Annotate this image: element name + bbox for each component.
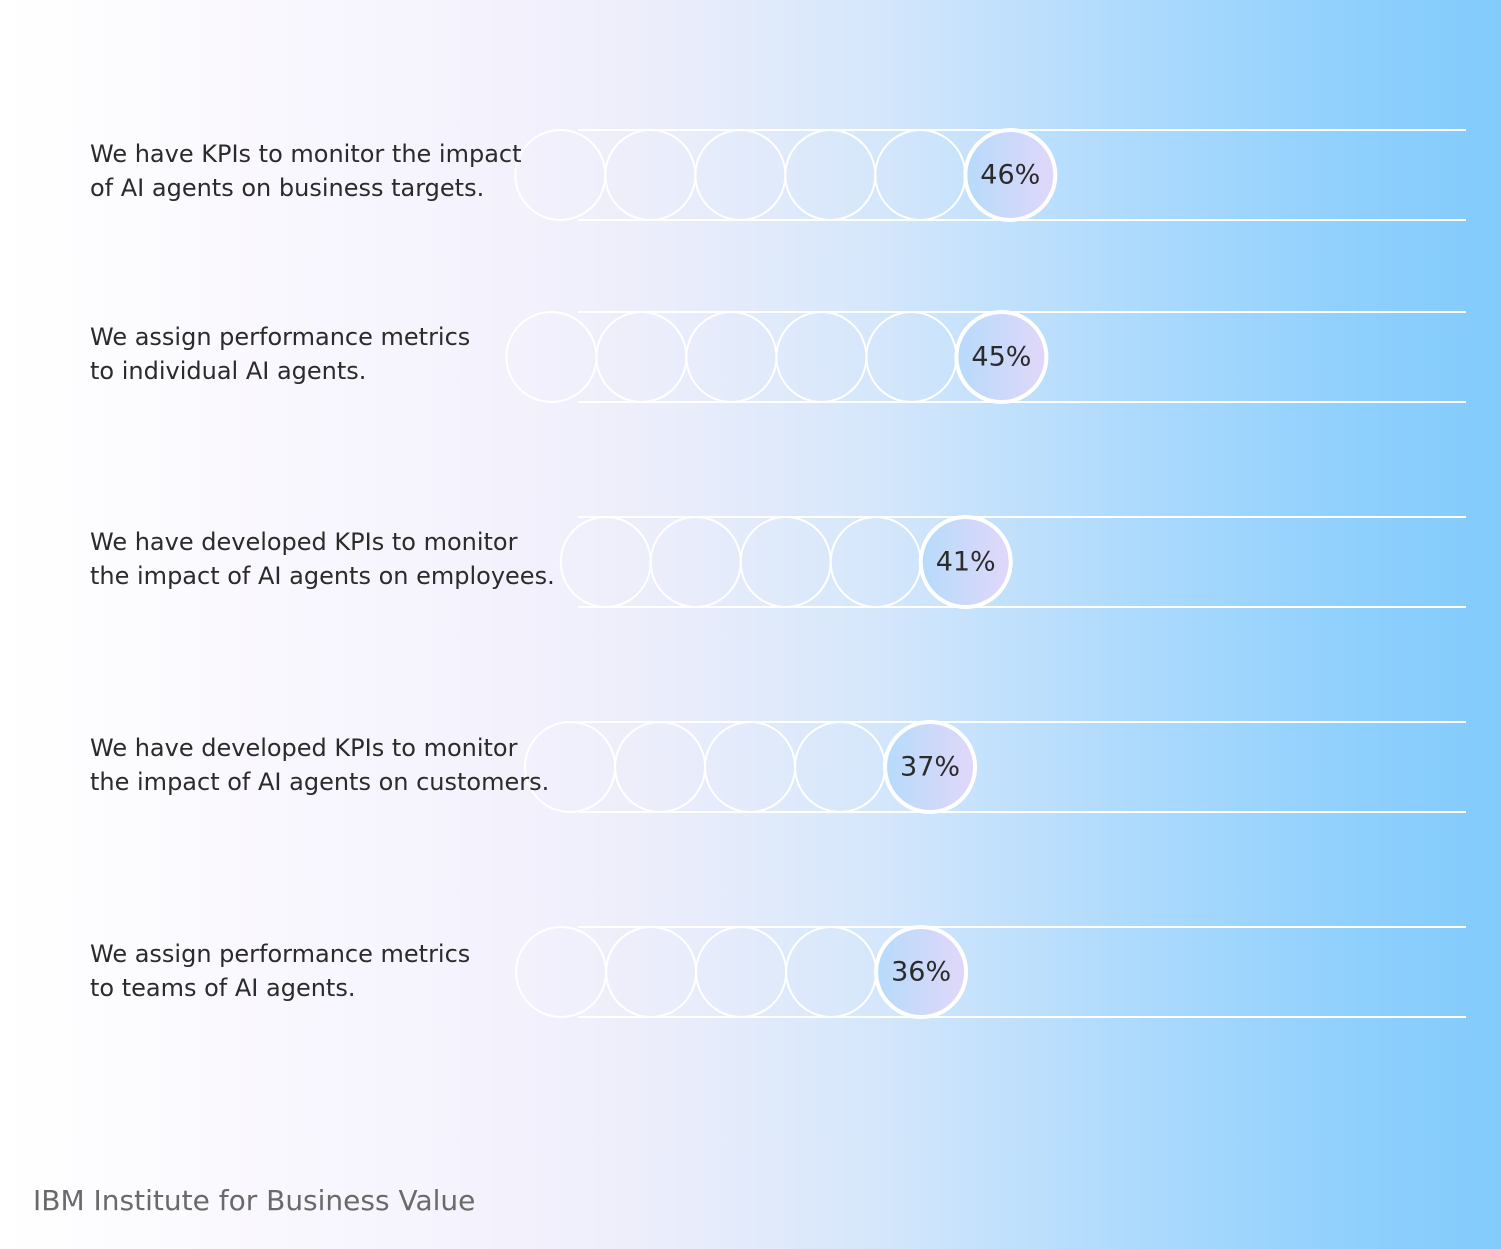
bar-value-circle [963,128,1058,222]
bar-value-label: 41% [936,547,996,578]
row-label-individual-agents: We assign performance metrics to individ… [90,323,471,385]
bar-segment-circle [694,129,787,221]
bar-row-1: 46% [514,128,1466,222]
bar-segment-circle [649,516,742,608]
bar-segment-circle [595,311,688,403]
row-label-employees: We have developed KPIs to monitor the im… [90,528,555,590]
bar-segment-circle [739,516,832,608]
bar-segment-circle [794,721,887,813]
bar-segment-circle [559,516,652,608]
bar-row-2: 45% [505,310,1466,404]
bar-segment-circle [515,926,608,1018]
bar-row-5: 36% [515,925,1466,1019]
bar-value-label: 36% [891,957,951,988]
bar-segment-circle [685,311,778,403]
bar-value-label: 46% [980,160,1040,191]
bar-segment-circle [605,926,698,1018]
bar-value-circle [918,515,1013,609]
bar-segment-circle [524,721,617,813]
bar-value-circle [954,310,1049,404]
bar-segment-circle [604,129,697,221]
bar-segment-circle [514,129,607,221]
bar-segment-circle [775,311,868,403]
bar-segment-circle [829,516,922,608]
row-label-customers: We have developed KPIs to monitor the im… [90,734,550,796]
bar-value-label: 45% [971,342,1031,373]
rows-layer: 46% 45% 41% 37% 36% [505,128,1466,1019]
bar-value-circle [883,720,978,814]
bar-segment-circle [784,129,877,221]
bar-segment-circle [695,926,788,1018]
bar-value-circle [874,925,969,1019]
row-label-teams: We assign performance metrics to teams o… [90,940,471,1002]
bar-segment-circle [874,129,967,221]
bar-segment-circle [865,311,958,403]
bar-row-3: 41% [559,515,1466,609]
bar-segment-circle [614,721,707,813]
bar-segment-circle [505,311,598,403]
bar-row-4: 37% [524,720,1466,814]
bar-value-label: 37% [900,752,960,783]
source-credit: IBM Institute for Business Value [33,1184,476,1217]
row-label-business-targets: We have KPIs to monitor the impact of AI… [90,140,522,202]
bar-segment-circle [785,926,878,1018]
bar-segment-circle [704,721,797,813]
